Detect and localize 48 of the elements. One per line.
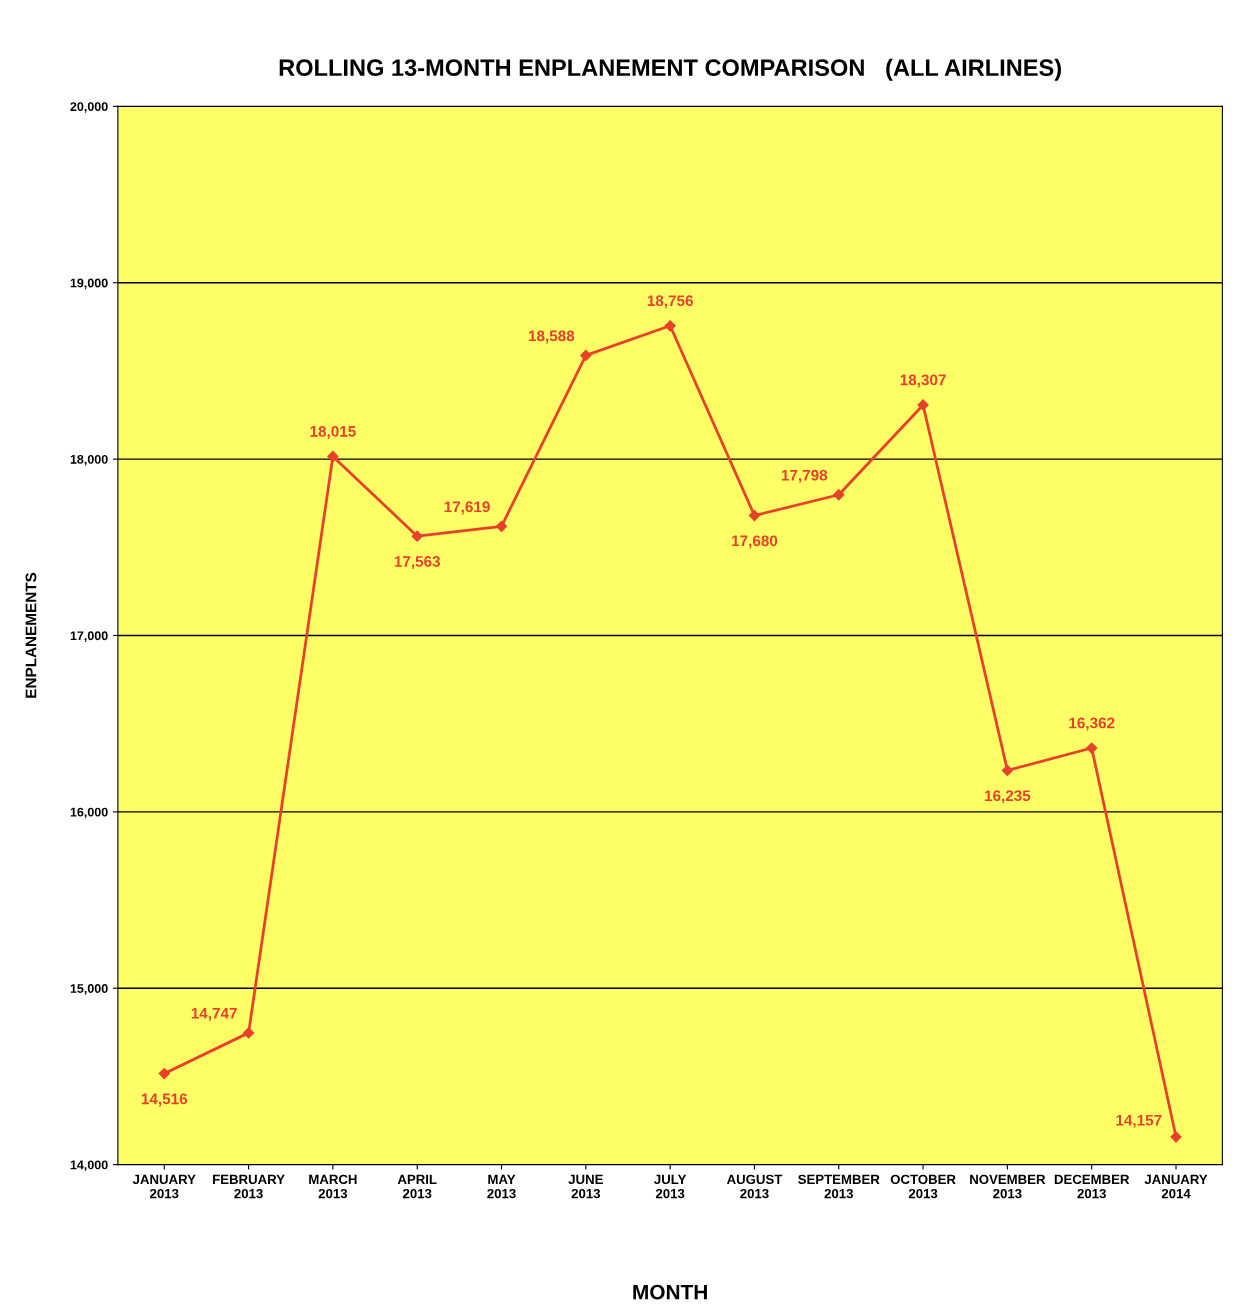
x-tick-label: JANUARY 2014 bbox=[1144, 1174, 1208, 1199]
data-label: 18,588 bbox=[528, 330, 575, 344]
point bbox=[580, 349, 592, 362]
data-label: 17,680 bbox=[732, 535, 778, 549]
x-tick-label: JULY 2013 bbox=[654, 1174, 687, 1199]
y-tick-label: 17,000 bbox=[70, 631, 108, 642]
x-tick-label: APRIL 2013 bbox=[397, 1174, 437, 1199]
point bbox=[1086, 742, 1098, 754]
y-tick-label: 18,000 bbox=[70, 454, 108, 466]
data-label: 17,798 bbox=[781, 469, 828, 483]
point bbox=[917, 399, 929, 411]
data-label: 14,516 bbox=[141, 1093, 188, 1107]
data-label: 18,015 bbox=[310, 425, 356, 439]
data-label: 17,619 bbox=[444, 501, 490, 515]
point bbox=[242, 1027, 255, 1039]
point bbox=[158, 1068, 170, 1080]
data-label: 18,756 bbox=[647, 295, 693, 309]
x-tick-label: JANUARY 2013 bbox=[132, 1174, 196, 1199]
x-axis-title: MONTH bbox=[633, 1284, 707, 1300]
x-tick-label: MARCH 2013 bbox=[309, 1174, 357, 1199]
point bbox=[748, 509, 761, 522]
point bbox=[495, 520, 508, 532]
data-label: 16,235 bbox=[984, 790, 1031, 804]
point bbox=[833, 489, 845, 501]
x-tick-label: MAY 2013 bbox=[487, 1174, 516, 1199]
data-label: 17,563 bbox=[394, 556, 441, 570]
y-axis-title: ENPLANEMENTS bbox=[25, 572, 37, 698]
data-label: 14,747 bbox=[191, 1008, 237, 1021]
y-tick-label: 14,000 bbox=[70, 1160, 108, 1172]
point bbox=[664, 320, 676, 332]
x-tick-label: DECEMBER 2013 bbox=[1054, 1174, 1130, 1199]
x-tick-label: OCTOBER 2013 bbox=[890, 1174, 956, 1199]
y-tick-label: 20,000 bbox=[70, 102, 108, 113]
x-tick-label: SEPTEMBER 2013 bbox=[798, 1174, 880, 1199]
data-label: 14,157 bbox=[1116, 1114, 1162, 1128]
chart-title: ROLLING 13-MONTH ENPLANEMENT COMPARISON (ALL AIRLINES) bbox=[279, 58, 1061, 81]
y-tick-label: 15,000 bbox=[70, 984, 108, 995]
point bbox=[411, 530, 423, 542]
y-tick-label: 16,000 bbox=[70, 807, 108, 819]
data-label: 18,307 bbox=[900, 374, 946, 388]
x-tick-label: AUGUST 2013 bbox=[726, 1174, 783, 1199]
point bbox=[1001, 764, 1013, 777]
x-tick-label: NOVEMBER 2013 bbox=[970, 1174, 1046, 1199]
data-label: 16,362 bbox=[1069, 717, 1115, 731]
x-tick-label: JUNE 2013 bbox=[568, 1174, 603, 1199]
point bbox=[327, 450, 339, 463]
x-tick-label: FEBRUARY 2013 bbox=[213, 1174, 285, 1199]
y-tick-label: 19,000 bbox=[70, 278, 108, 290]
